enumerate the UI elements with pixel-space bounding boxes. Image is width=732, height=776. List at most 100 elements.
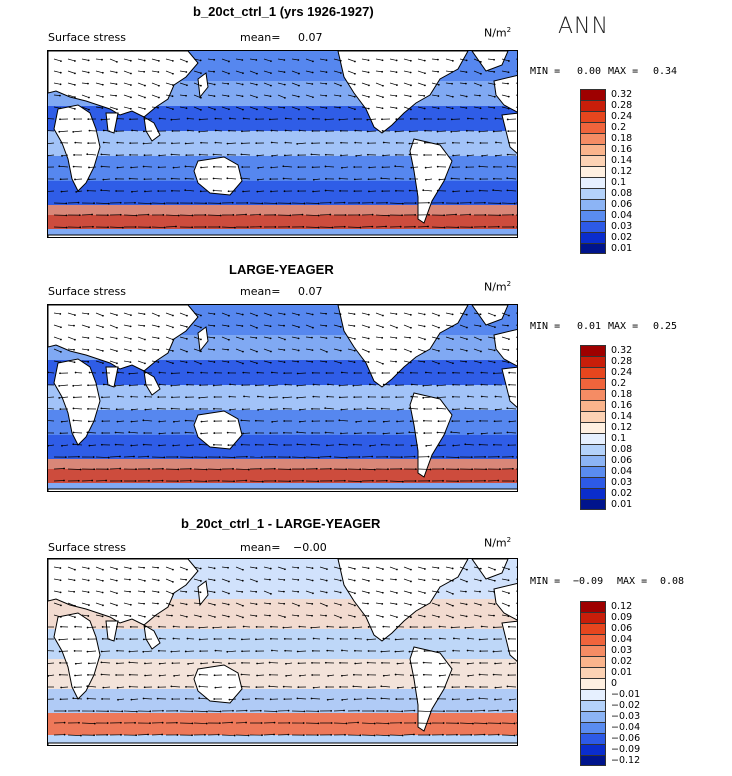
stress-arrow-head — [325, 337, 328, 340]
stress-arrow-head — [114, 443, 117, 446]
stress-arrow-head — [87, 604, 90, 606]
stress-arrow — [333, 360, 341, 364]
stress-arrow-head — [171, 350, 174, 352]
stress-arrow — [367, 407, 377, 410]
stress-arrow-head — [408, 431, 411, 434]
stress-arrow-head — [382, 326, 384, 329]
stress-arrow-head — [512, 213, 514, 216]
stress-arrow — [445, 58, 453, 62]
field-band — [48, 469, 517, 483]
stress-arrow-head — [423, 118, 426, 120]
stress-arrow-head — [338, 419, 341, 422]
stress-arrow-head — [325, 604, 328, 607]
stress-arrow — [431, 348, 439, 352]
stress-arrow-head — [508, 420, 511, 423]
stress-arrow-head — [198, 626, 201, 629]
stress-arrow — [339, 419, 349, 422]
stress-arrow-head — [401, 214, 403, 217]
stress-arrow-head — [200, 314, 202, 317]
stress-arrow — [333, 94, 341, 97]
stress-arrow — [81, 722, 95, 724]
stress-arrow — [367, 698, 377, 700]
stress-arrow — [479, 165, 489, 168]
stress-arrow-head — [471, 468, 474, 471]
stress-arrow — [201, 420, 209, 423]
stress-arrow — [159, 662, 167, 665]
stress-arrow-head — [345, 722, 348, 725]
stress-arrow-head — [339, 313, 342, 316]
stress-arrow — [221, 106, 230, 110]
stress-arrow-head — [450, 118, 453, 121]
stress-arrow-head — [493, 432, 496, 435]
stress-arrow — [277, 58, 285, 61]
stress-arrow — [409, 408, 419, 410]
stress-arrow-head — [100, 407, 103, 410]
stress-arrow-head — [115, 130, 117, 133]
stress-arrow — [397, 662, 405, 664]
stress-arrow-head — [367, 673, 369, 676]
stress-arrow-head — [129, 142, 132, 145]
stress-arrow-head — [142, 419, 145, 422]
stress-arrow — [361, 348, 370, 353]
stress-arrow — [53, 106, 61, 109]
stress-arrow-head — [424, 371, 427, 374]
stress-arrow-head — [269, 361, 272, 364]
stress-arrow-head — [142, 443, 145, 446]
stress-arrow-head — [297, 154, 300, 157]
stress-arrow — [403, 58, 411, 62]
stress-arrow-head — [270, 60, 272, 63]
stress-arrow — [347, 480, 361, 482]
colorbar-level-label: 0.04 — [611, 634, 633, 645]
stress-arrow-head — [171, 662, 174, 665]
stress-arrow — [507, 177, 517, 180]
stress-arrow-head — [325, 579, 328, 582]
stress-arrow — [347, 578, 355, 581]
stress-arrow-head — [423, 686, 426, 689]
stress-arrow-head — [339, 604, 342, 606]
stress-arrow — [81, 360, 89, 363]
stress-arrow-head — [367, 372, 370, 374]
stress-arrow — [151, 58, 159, 62]
stress-arrow-head — [423, 604, 426, 606]
stress-arrow-head — [289, 468, 292, 471]
stress-arrow — [375, 324, 384, 328]
stress-arrow-head — [106, 214, 109, 217]
stress-arrow-head — [396, 326, 398, 329]
stress-arrow — [291, 58, 299, 61]
stress-arrow-head — [450, 626, 453, 629]
stress-arrow-head — [479, 590, 481, 593]
stress-arrow-head — [73, 118, 76, 120]
stress-arrow-head — [409, 59, 412, 62]
stress-arrow — [389, 94, 397, 97]
stress-arrow-head — [214, 686, 217, 689]
units-label: N/m2 — [484, 280, 512, 294]
stress-arrow-head — [465, 603, 468, 606]
stress-arrow-head — [229, 383, 231, 386]
stress-arrow — [501, 70, 509, 73]
stress-arrow — [439, 444, 447, 446]
stress-arrow-head — [255, 59, 258, 61]
stress-arrow — [431, 226, 445, 228]
stress-arrow-head — [298, 129, 301, 132]
stress-arrow — [459, 94, 467, 97]
stress-arrow-head — [317, 710, 320, 713]
stress-arrow-head — [340, 141, 342, 144]
stress-arrow — [487, 82, 495, 85]
colorbar-level-label: 0.32 — [611, 345, 633, 356]
stress-arrow-head — [437, 697, 439, 700]
stress-arrow-head — [233, 456, 236, 459]
stress-arrow — [48, 662, 55, 664]
stress-arrow — [381, 177, 391, 180]
stress-arrow-head — [212, 384, 215, 387]
stress-arrow-head — [247, 468, 250, 471]
stress-arrow-head — [117, 395, 119, 398]
stress-map — [47, 558, 518, 746]
stress-arrow-head — [101, 432, 104, 434]
stress-map — [47, 50, 518, 238]
stress-arrow — [445, 348, 453, 351]
stress-arrow — [417, 602, 425, 606]
stress-arrow — [95, 456, 109, 458]
stress-arrow — [277, 312, 285, 315]
stress-arrow-head — [437, 567, 440, 569]
stress-arrow-head — [158, 383, 161, 386]
